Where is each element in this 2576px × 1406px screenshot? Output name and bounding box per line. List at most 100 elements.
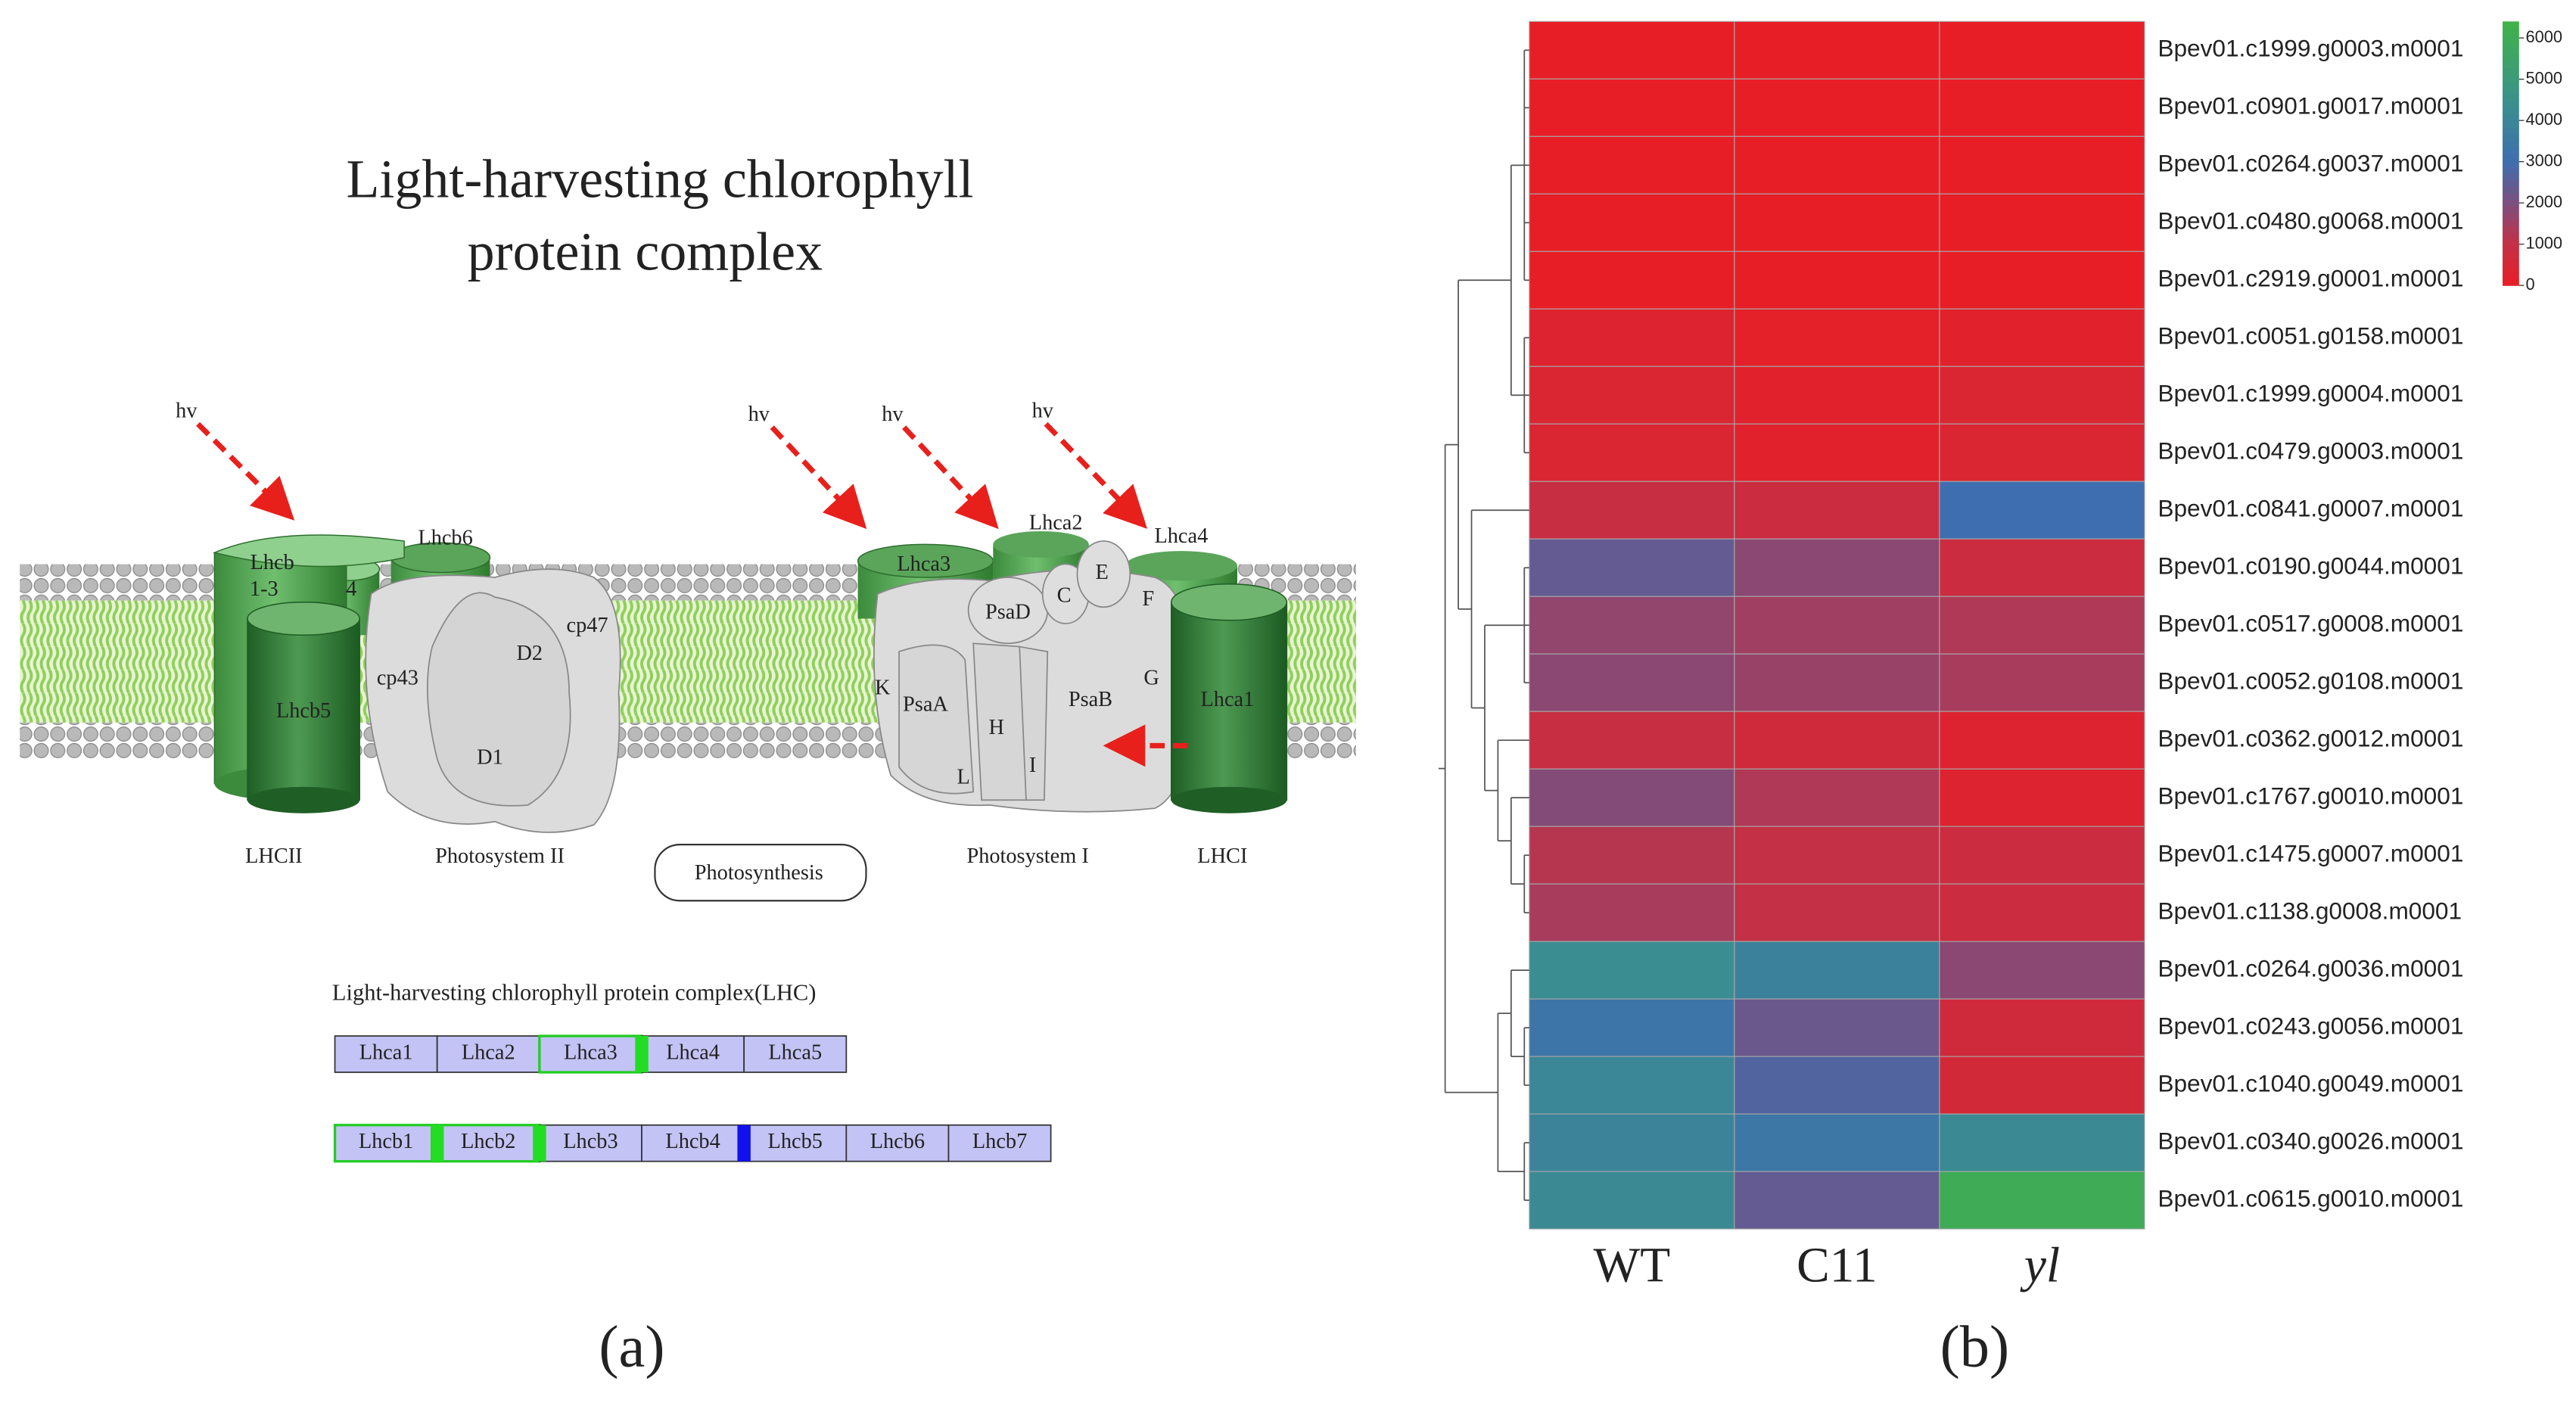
- heat-cell: [1529, 365, 1735, 425]
- component-label: Photosystem I: [966, 845, 1088, 868]
- heat-cell: [1734, 20, 1940, 79]
- gene-box[interactable]: [845, 1124, 950, 1162]
- gene-box[interactable]: [538, 1034, 643, 1074]
- diagram-title: Light-harvesting chlorophyll: [347, 149, 974, 210]
- heat-cell: [1939, 1171, 2145, 1230]
- colorbar-step: [2502, 239, 2519, 247]
- gene-label[interactable]: Lhcb6: [870, 1130, 925, 1153]
- heat-cell: [1939, 78, 2145, 137]
- heat-cell: [1939, 883, 2145, 942]
- heat-cell: [1529, 768, 1735, 827]
- gene-box[interactable]: [436, 1035, 540, 1073]
- diagram-title: protein complex: [468, 222, 823, 282]
- gene-box[interactable]: [436, 1124, 541, 1163]
- heat-cell: [1939, 250, 2145, 310]
- colorbar-label: 1000: [2526, 233, 2562, 252]
- gene-label[interactable]: Lhcb4: [665, 1130, 720, 1153]
- colorbar-label: 2000: [2526, 192, 2562, 211]
- gene-label[interactable]: Lhcb7: [972, 1130, 1027, 1153]
- row-label: Bpev01.c0362.g0012.m0001: [2158, 725, 2463, 752]
- heat-cell: [1734, 1056, 1940, 1115]
- component-label: Lhca3: [897, 552, 950, 576]
- heat-cell: [1939, 365, 2145, 425]
- colorbar-step: [2502, 265, 2519, 273]
- heat-cell: [1529, 998, 1735, 1057]
- component-label: LHCI: [1197, 845, 1247, 868]
- heat-cell: [1529, 711, 1735, 770]
- row-label: Bpev01.c1040.g0049.m0001: [2158, 1069, 2463, 1096]
- component-label: H: [988, 716, 1003, 739]
- gene-label[interactable]: Lhcb1: [359, 1130, 413, 1153]
- row-label: Bpev01.c0901.g0017.m0001: [2158, 92, 2463, 120]
- colorbar-step: [2502, 126, 2519, 135]
- heat-cell: [1529, 308, 1735, 367]
- colorbar-label: 4000: [2526, 110, 2562, 129]
- heat-cell: [1939, 711, 2145, 770]
- component-label: Lhca4: [1154, 524, 1208, 548]
- row-label: Bpev01.c0243.g0056.m0001: [2158, 1012, 2463, 1039]
- colorbar-step: [2502, 252, 2519, 260]
- colorbar-step: [2502, 28, 2519, 36]
- gene-box[interactable]: [743, 1035, 848, 1073]
- colorbar-step: [2502, 186, 2519, 194]
- gene-label[interactable]: Lhca3: [564, 1041, 618, 1065]
- heat-cell: [1939, 1113, 2145, 1172]
- heat-cell: [1939, 1056, 2145, 1115]
- component-label: L: [957, 765, 969, 789]
- heat-cell: [1529, 20, 1735, 79]
- colorbar-step: [2502, 61, 2519, 69]
- component-label: 4: [346, 577, 356, 601]
- gene-label[interactable]: Lhca1: [359, 1041, 413, 1065]
- gene-box[interactable]: [641, 1124, 745, 1162]
- component-label: Lhcb: [250, 551, 294, 574]
- photosynthesis-box[interactable]: [654, 844, 867, 902]
- row-label: Bpev01.c0615.g0010.m0001: [2158, 1184, 2463, 1212]
- gene-label[interactable]: Lhca2: [462, 1041, 515, 1065]
- heat-cell: [1734, 998, 1940, 1057]
- colorbar-step: [2502, 278, 2519, 286]
- heat-cell: [1939, 941, 2145, 1000]
- component-label[interactable]: Photosynthesis: [695, 861, 823, 885]
- colorbar-step: [2502, 206, 2519, 213]
- component-label: Lhcb5: [276, 699, 331, 723]
- legend-title: Light-harvesting chlorophyll protein com…: [332, 980, 817, 1006]
- heat-cell: [1939, 998, 2145, 1057]
- colorbar-step: [2502, 166, 2519, 174]
- heat-cell: [1529, 481, 1735, 540]
- row-label: Bpev01.c0051.g0158.m0001: [2158, 322, 2463, 350]
- colorbar-step: [2502, 114, 2519, 121]
- gene-label[interactable]: Lhca5: [768, 1041, 822, 1065]
- colorbar-step: [2502, 219, 2519, 227]
- gene-box[interactable]: [334, 1035, 438, 1073]
- heat-cell: [1734, 423, 1940, 482]
- row-label: Bpev01.c0340.g0026.m0001: [2158, 1127, 2463, 1154]
- row-label: Bpev01.c0190.g0044.m0001: [2158, 552, 2463, 580]
- row-label: Bpev01.c1138.g0008.m0001: [2158, 897, 2462, 924]
- heat-cell: [1734, 1171, 1940, 1230]
- gene-box[interactable]: [947, 1124, 1052, 1162]
- heat-cell: [1529, 78, 1735, 137]
- heat-cell: [1734, 883, 1940, 942]
- heat-cell: [1734, 538, 1940, 597]
- heat-cell: [1734, 711, 1940, 770]
- heat-cell: [1529, 941, 1735, 1000]
- component-label: PsaB: [1069, 688, 1112, 711]
- gene-label[interactable]: Lhcb5: [768, 1130, 823, 1153]
- component-label: E: [1096, 561, 1109, 584]
- diagram: Light-harvesting chlorophyll protein com…: [20, 149, 2009, 1380]
- row-label: Bpev01.c1999.g0004.m0001: [2158, 380, 2463, 407]
- heat-cell: [1939, 653, 2145, 712]
- gene-box[interactable]: [333, 1124, 439, 1163]
- d1-d2: [427, 592, 571, 807]
- colorbar-step: [2502, 232, 2519, 240]
- gene-label[interactable]: Lhcb2: [461, 1130, 515, 1153]
- gene-label[interactable]: Lhca4: [666, 1041, 720, 1065]
- row-label: Bpev01.c1475.g0007.m0001: [2158, 840, 2463, 867]
- light-arrows: [196, 421, 1188, 767]
- heat-cell: [1734, 308, 1940, 367]
- gene-label[interactable]: Lhcb3: [563, 1130, 618, 1153]
- colorbar-step: [2502, 41, 2519, 48]
- component-label: cp47: [567, 614, 608, 637]
- component-label: K: [875, 677, 891, 700]
- colorbar-step: [2502, 21, 2519, 29]
